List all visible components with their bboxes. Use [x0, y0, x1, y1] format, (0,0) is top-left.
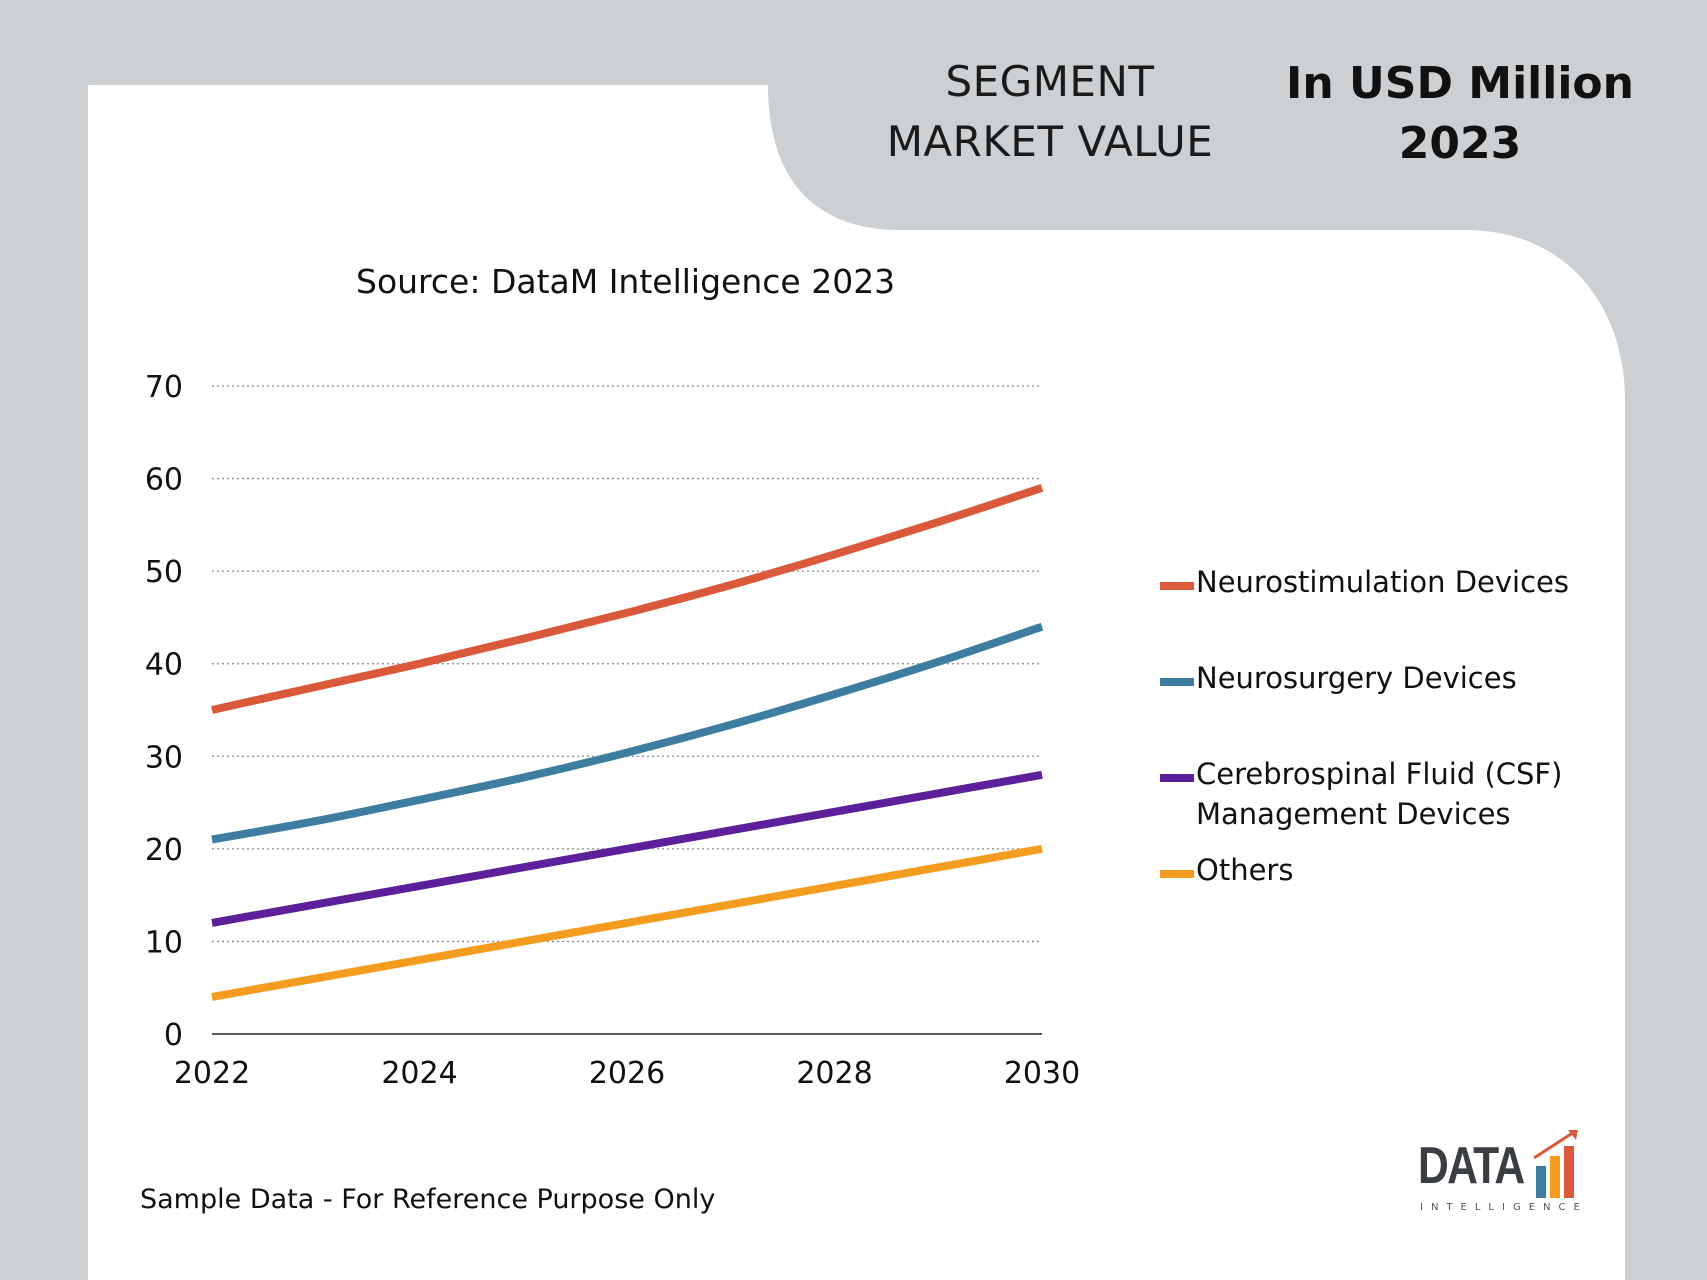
series-lines — [211, 484, 1044, 1001]
legend-swatch — [1160, 582, 1194, 590]
unit-title-line1: In USD Million — [1286, 58, 1634, 109]
legend-label: Neurosurgery Devices — [1196, 661, 1517, 695]
legend-swatch — [1160, 870, 1194, 878]
segment-title-line2: MARKET VALUE — [886, 117, 1214, 166]
segment-title: SEGMENT MARKET VALUE — [860, 52, 1240, 172]
series-line-1 — [211, 622, 1044, 844]
company-logo: DATA INTELLIGENCE — [1418, 1118, 1598, 1218]
y-tick-label: 60 — [145, 463, 183, 498]
logo-bars-icon — [1533, 1130, 1578, 1198]
x-tick-label: 2028 — [796, 1056, 872, 1091]
grid-lines — [212, 385, 1042, 943]
legend-swatch — [1160, 774, 1194, 782]
legend-label: Cerebrospinal Fluid (CSF) Management Dev… — [1196, 757, 1563, 831]
logo-subtitle: INTELLIGENCE — [1420, 1202, 1588, 1213]
white-panel — [88, 85, 1625, 1280]
footnote-text: Sample Data - For Reference Purpose Only — [140, 1184, 716, 1215]
series-line-0 — [211, 484, 1044, 714]
y-tick-label: 50 — [145, 555, 183, 590]
series-line-3 — [211, 844, 1043, 1001]
logo-word: DATA — [1418, 1137, 1525, 1195]
unit-title-line2: 2023 — [1398, 118, 1522, 169]
legend-label: Neurostimulation Devices — [1196, 565, 1569, 599]
y-tick-label: 10 — [145, 925, 183, 960]
y-tick-label: 70 — [145, 370, 183, 405]
x-tick-label: 2030 — [1004, 1056, 1080, 1091]
x-tick-label: 2026 — [589, 1056, 665, 1091]
segment-title-line1: SEGMENT — [945, 57, 1155, 106]
x-tick-label: 2022 — [174, 1056, 250, 1091]
y-tick-label: 40 — [145, 648, 183, 683]
y-tick-label: 0 — [164, 1018, 183, 1053]
x-tick-label: 2024 — [381, 1056, 457, 1091]
legend-label: Others — [1196, 853, 1294, 887]
series-line-2 — [211, 770, 1043, 927]
y-tick-label: 20 — [145, 833, 183, 868]
source-text: Source: DataM Intelligence 2023 — [356, 262, 896, 301]
legend-swatch — [1160, 678, 1194, 686]
unit-title: In USD Million 2023 — [1285, 54, 1635, 174]
y-tick-label: 30 — [145, 740, 183, 775]
